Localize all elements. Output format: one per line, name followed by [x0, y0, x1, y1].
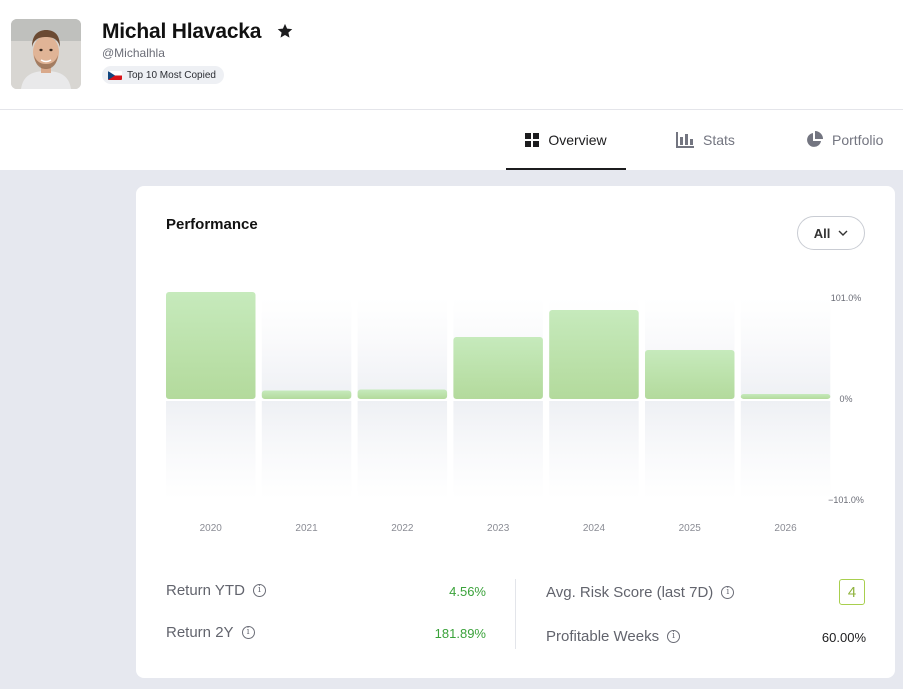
grid-icon: [525, 133, 540, 147]
pie-chart-icon: [807, 131, 823, 147]
tab-bar: Overview Stats Portfolio: [0, 110, 903, 170]
y-tick-label: −101.0%: [828, 495, 864, 505]
return-2y-text: Return 2Y: [166, 624, 234, 641]
x-tick-label: 2022: [391, 523, 414, 534]
bar-chart-icon: [676, 132, 694, 148]
y-tick-label: 101.0%: [831, 293, 862, 303]
risk-score-badge: 4: [839, 579, 865, 605]
risk-score-text: Avg. Risk Score (last 7D): [546, 584, 714, 601]
chart-column-bg: [166, 401, 256, 500]
performance-title: Performance: [166, 216, 258, 233]
profitable-weeks-label: Profitable Weeks i: [546, 628, 681, 645]
info-icon[interactable]: i: [252, 584, 266, 597]
info-icon[interactable]: i: [241, 626, 255, 639]
chart-bar-2022[interactable]: [357, 389, 448, 400]
return-ytd-value: 4.56%: [449, 584, 486, 599]
chart-column-bg: [453, 401, 543, 500]
active-tab-indicator: [506, 168, 626, 170]
chart-column-bg: [549, 401, 639, 500]
star-icon[interactable]: [276, 22, 294, 40]
stats-divider: [515, 579, 516, 649]
range-select[interactable]: All: [797, 216, 865, 250]
x-tick-label: 2025: [679, 523, 702, 534]
x-tick-label: 2026: [774, 523, 797, 534]
chart-column-bg: [261, 298, 352, 398]
range-select-value: All: [813, 225, 831, 241]
profitable-weeks-text: Profitable Weeks: [546, 628, 660, 645]
x-tick-label: 2024: [583, 523, 606, 534]
chart-column-bg: [357, 298, 448, 398]
chart-bar-2025[interactable]: [645, 350, 735, 399]
trader-name: Michal Hlavacka: [102, 20, 262, 43]
x-tick-label: 2023: [487, 523, 510, 534]
y-tick-label: 0%: [839, 394, 852, 404]
czech-flag-icon: [108, 70, 122, 80]
chart-bar-2026[interactable]: [740, 394, 831, 399]
tab-portfolio-label: Portfolio: [832, 132, 884, 148]
chart-column-bg: [261, 401, 352, 500]
top-copied-badge: Top 10 Most Copied: [102, 66, 224, 84]
info-icon[interactable]: i: [667, 630, 681, 643]
tab-stats[interactable]: Stats: [676, 110, 735, 170]
performance-card: Performance All 2020 2021 2022 2023 2024 2025…: [136, 186, 895, 678]
chart-bar-2023[interactable]: [453, 337, 543, 399]
chevron-down-icon: [838, 230, 848, 236]
profitable-weeks-value: 60.00%: [821, 630, 866, 645]
chart-column-bg: [645, 401, 735, 500]
badge-label: Top 10 Most Copied: [127, 69, 216, 81]
return-ytd-text: Return YTD: [166, 582, 245, 599]
return-2y-value: 181.89%: [434, 626, 486, 641]
x-tick-label: 2021: [295, 523, 318, 534]
tab-overview[interactable]: Overview: [506, 110, 626, 170]
profile-header: Michal Hlavacka @Michalhla Top 10 Most C…: [0, 0, 903, 110]
x-tick-label: 2020: [200, 523, 223, 534]
chart-bar-2024[interactable]: [549, 310, 639, 399]
tab-portfolio[interactable]: Portfolio: [805, 110, 883, 170]
chart-column-bg: [740, 401, 831, 500]
performance-chart: 2020 2021 2022 2023 2024 2025 2026 101.0% 0% −10…: [166, 292, 864, 534]
chart-bar-2021[interactable]: [261, 390, 352, 400]
return-2y-label: Return 2Y i: [166, 624, 255, 641]
avatar[interactable]: [11, 19, 81, 89]
chart-column-bg: [357, 401, 448, 500]
info-icon[interactable]: i: [721, 586, 735, 599]
tab-overview-label: Overview: [548, 132, 607, 148]
tab-stats-label: Stats: [703, 132, 735, 148]
chart-column-bg: [740, 298, 831, 398]
risk-score-label: Avg. Risk Score (last 7D) i: [546, 584, 735, 601]
chart-bar-2020[interactable]: [166, 292, 256, 399]
trader-handle: @Michalhla: [102, 46, 165, 60]
return-ytd-label: Return YTD i: [166, 582, 266, 599]
